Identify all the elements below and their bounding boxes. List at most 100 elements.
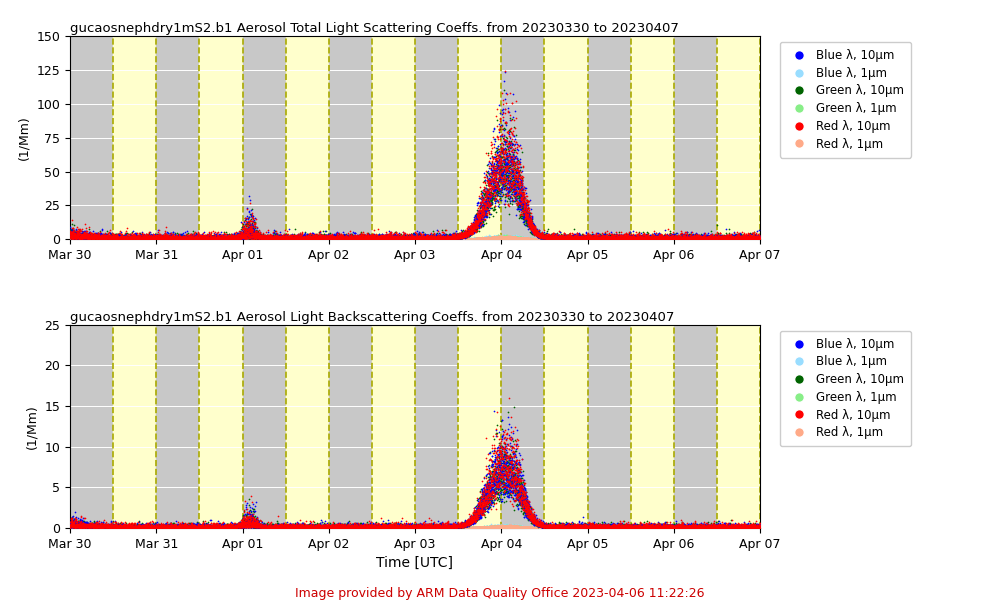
Point	[582, 234, 598, 244]
Point	[104, 521, 120, 531]
Point	[318, 233, 334, 243]
Point	[261, 234, 277, 244]
Point	[712, 232, 728, 242]
Point	[259, 234, 275, 244]
Point	[676, 523, 692, 532]
Point	[480, 178, 496, 188]
Point	[238, 523, 254, 533]
Point	[350, 235, 366, 244]
Point	[508, 489, 524, 499]
Point	[452, 234, 468, 244]
Point	[431, 233, 447, 242]
Point	[608, 235, 624, 244]
Point	[730, 235, 746, 244]
Point	[649, 523, 665, 532]
Point	[243, 518, 259, 528]
Point	[301, 523, 317, 533]
Point	[609, 232, 625, 242]
Point	[519, 504, 535, 514]
Point	[629, 235, 645, 244]
Point	[131, 235, 147, 244]
Point	[470, 214, 486, 224]
Point	[576, 523, 592, 533]
Point	[486, 470, 502, 480]
Point	[315, 235, 331, 244]
Point	[572, 523, 588, 533]
Point	[436, 523, 452, 533]
Point	[263, 235, 279, 244]
Point	[706, 232, 722, 242]
Point	[307, 523, 323, 533]
Point	[319, 521, 335, 530]
Point	[65, 227, 81, 236]
Point	[197, 523, 213, 532]
Point	[346, 233, 362, 242]
Point	[119, 523, 135, 533]
Point	[306, 523, 322, 533]
Point	[301, 523, 317, 533]
Point	[115, 235, 131, 244]
Point	[469, 211, 485, 220]
Point	[637, 235, 653, 244]
Point	[465, 234, 481, 244]
Point	[398, 523, 414, 533]
Point	[185, 235, 201, 244]
Point	[733, 523, 749, 532]
Point	[441, 522, 457, 532]
Point	[559, 523, 575, 533]
Point	[89, 523, 105, 533]
Point	[83, 234, 99, 244]
Point	[462, 520, 478, 529]
Point	[550, 523, 566, 532]
Point	[114, 523, 130, 533]
Point	[347, 522, 363, 532]
Point	[602, 523, 618, 533]
Point	[375, 519, 391, 529]
Point	[451, 522, 467, 532]
Point	[668, 523, 684, 533]
Point	[157, 523, 173, 532]
Point	[673, 523, 689, 532]
Point	[231, 234, 247, 244]
Point	[126, 231, 142, 241]
Point	[461, 227, 477, 237]
Point	[746, 234, 762, 244]
Point	[454, 227, 470, 237]
Point	[167, 235, 183, 244]
Point	[193, 235, 209, 244]
Point	[125, 235, 141, 244]
Point	[723, 235, 739, 244]
Point	[410, 235, 426, 244]
Point	[430, 235, 446, 244]
Point	[203, 235, 219, 244]
Point	[215, 523, 231, 533]
Point	[439, 523, 455, 533]
Point	[698, 523, 714, 532]
Point	[84, 523, 100, 532]
Point	[427, 523, 443, 533]
Point	[260, 523, 276, 533]
Point	[195, 523, 211, 533]
Point	[243, 520, 259, 530]
Point	[157, 522, 173, 532]
Point	[71, 521, 87, 531]
Point	[666, 522, 682, 532]
Point	[535, 235, 551, 244]
Point	[90, 523, 106, 533]
Point	[536, 233, 552, 243]
Point	[465, 515, 481, 524]
Point	[704, 523, 720, 533]
Point	[463, 234, 479, 244]
Point	[567, 235, 583, 244]
Point	[328, 233, 344, 242]
Point	[690, 523, 706, 533]
Point	[416, 522, 432, 532]
Point	[179, 234, 195, 244]
Point	[503, 233, 519, 242]
Point	[113, 235, 129, 244]
Point	[637, 523, 653, 533]
Point	[667, 232, 683, 241]
Point	[403, 234, 419, 244]
Point	[197, 523, 213, 533]
Point	[707, 523, 723, 533]
